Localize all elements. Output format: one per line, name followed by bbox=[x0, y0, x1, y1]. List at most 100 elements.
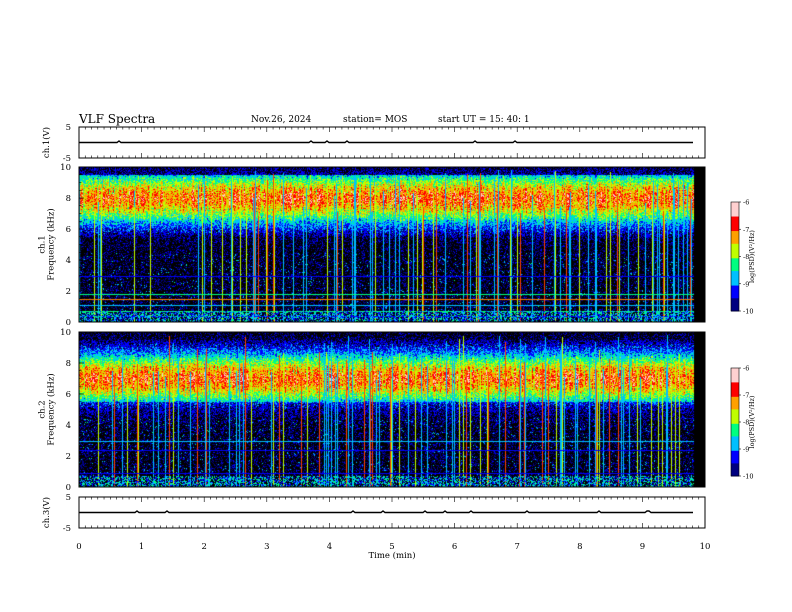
colorbar-swatch bbox=[731, 225, 739, 228]
colorbar-swatch bbox=[731, 391, 739, 394]
voltage-trace bbox=[79, 140, 693, 144]
colorbar-swatch bbox=[731, 223, 739, 227]
colorbar-swatch bbox=[731, 459, 739, 463]
y-tick-label: 2 bbox=[66, 287, 71, 297]
colorbar-swatch bbox=[731, 283, 739, 287]
colorbar-swatch bbox=[731, 203, 739, 207]
start-time-label: start UT = 15: 40: 1 bbox=[438, 115, 530, 125]
colorbar-swatch bbox=[731, 405, 739, 409]
colorbar-swatch bbox=[731, 300, 739, 303]
colorbar-swatch bbox=[731, 212, 739, 216]
colorbar-swatch bbox=[731, 384, 739, 387]
colorbar-swatch bbox=[731, 291, 739, 294]
colorbar-tick-label: -8 bbox=[743, 253, 749, 261]
station-label: station= MOS bbox=[343, 115, 408, 125]
colorbar-swatch bbox=[731, 263, 739, 267]
colorbar-swatch bbox=[731, 211, 739, 214]
colorbar-swatch bbox=[731, 267, 739, 270]
y-tick-label: 0 bbox=[66, 483, 71, 493]
y-tick-label: 10 bbox=[60, 163, 71, 173]
y-axis-label: ch.2 bbox=[38, 400, 48, 418]
colorbar-swatch bbox=[731, 389, 739, 392]
colorbar-swatch bbox=[731, 307, 739, 310]
x-tick-label: 8 bbox=[577, 542, 582, 552]
spectrogram-image bbox=[79, 332, 705, 487]
colorbar-swatch bbox=[731, 393, 739, 396]
y-tick-label: 0 bbox=[66, 318, 71, 328]
colorbar-swatch bbox=[731, 418, 739, 421]
colorbar-swatch bbox=[731, 218, 739, 221]
colorbar-swatch bbox=[731, 470, 739, 473]
colorbar-swatch bbox=[731, 416, 739, 419]
x-tick-label: 1 bbox=[139, 542, 144, 552]
y-axis-label: ch.3(V) bbox=[41, 497, 52, 528]
colorbar-swatch bbox=[731, 474, 739, 477]
colorbar-swatch bbox=[731, 450, 739, 454]
colorbar-swatch bbox=[731, 229, 739, 232]
colorbar-swatch bbox=[731, 449, 739, 452]
colorbar-swatch bbox=[731, 260, 739, 263]
colorbar-swatch bbox=[731, 309, 739, 312]
colorbar-swatch bbox=[731, 236, 739, 239]
colorbar-swatch bbox=[731, 296, 739, 299]
y-tick-label: -5 bbox=[63, 154, 71, 164]
panel-ch1-voltage: 5 -5 ch.1(V) bbox=[41, 123, 706, 164]
colorbar-swatch bbox=[731, 289, 739, 292]
colorbar-tick-label: -10 bbox=[743, 308, 753, 316]
colorbar-swatch bbox=[731, 240, 739, 243]
voltage-trace bbox=[79, 510, 693, 514]
colorbar-swatch bbox=[731, 402, 739, 405]
colorbar-swatch bbox=[731, 278, 739, 281]
colorbar-swatch bbox=[731, 378, 739, 382]
colorbar-tick-label: -10 bbox=[743, 473, 753, 481]
y-tick-label: 4 bbox=[66, 256, 71, 266]
spectrogram-image bbox=[79, 167, 705, 322]
colorbar-swatch bbox=[731, 298, 739, 301]
colorbar-swatch bbox=[731, 465, 739, 468]
colorbar-swatch bbox=[731, 216, 739, 219]
colorbar-swatch bbox=[731, 276, 739, 279]
colorbar-swatch bbox=[731, 377, 739, 380]
y-tick-label: 5 bbox=[66, 123, 71, 133]
colorbar-swatch bbox=[731, 238, 739, 241]
x-axis: 0 1 2 3 4 5 6 7 8 9 10 Time (min) bbox=[76, 542, 710, 561]
x-axis-label: Time (min) bbox=[368, 550, 415, 561]
x-tick-label: 9 bbox=[640, 542, 645, 552]
colorbar-swatch bbox=[731, 249, 739, 252]
x-tick-label: 2 bbox=[201, 542, 206, 552]
colorbar-tick-label: -6 bbox=[743, 199, 749, 207]
colorbar-swatch bbox=[731, 371, 739, 374]
panel-ch2-spectrogram: 0 2 4 6 8 10 ch.2 Frequency (kHz) bbox=[38, 328, 706, 493]
colorbar-swatch bbox=[731, 202, 739, 205]
colorbar-swatch bbox=[731, 395, 739, 398]
colorbar-swatch bbox=[731, 420, 739, 423]
y-tick-label: 8 bbox=[66, 194, 71, 204]
colorbar-swatch bbox=[731, 232, 739, 236]
colorbar-swatch bbox=[731, 447, 739, 450]
colorbar-1: -6 -7 -8 -9 -10 log(PSD)(V²/Hz) bbox=[730, 199, 756, 316]
colorbar-swatch bbox=[731, 281, 739, 285]
colorbar-swatch bbox=[731, 287, 739, 290]
colorbar-swatch bbox=[731, 369, 739, 373]
colorbar-swatch bbox=[731, 231, 739, 234]
colorbar-swatch bbox=[731, 461, 739, 464]
colorbar-swatch bbox=[731, 221, 739, 225]
colorbar-swatch bbox=[731, 254, 739, 257]
colorbar-swatch bbox=[731, 303, 739, 307]
colorbar-swatch bbox=[731, 301, 739, 305]
x-tick-label: 3 bbox=[264, 542, 269, 552]
colorbar-swatch bbox=[731, 468, 739, 472]
colorbar-swatch bbox=[731, 272, 739, 276]
colorbar-swatch bbox=[731, 387, 739, 391]
y-tick-label: 5 bbox=[66, 493, 71, 503]
colorbar-swatch bbox=[731, 400, 739, 403]
y-tick-label: 2 bbox=[66, 452, 71, 462]
colorbar-swatch bbox=[731, 265, 739, 268]
x-tick-label: 10 bbox=[700, 542, 711, 552]
y-axis-label: Frequency (kHz) bbox=[46, 208, 57, 280]
y-tick-label: 6 bbox=[66, 390, 71, 400]
y-tick-label: 8 bbox=[66, 359, 71, 369]
colorbar-swatch bbox=[731, 386, 739, 389]
colorbar-swatch bbox=[731, 413, 739, 416]
